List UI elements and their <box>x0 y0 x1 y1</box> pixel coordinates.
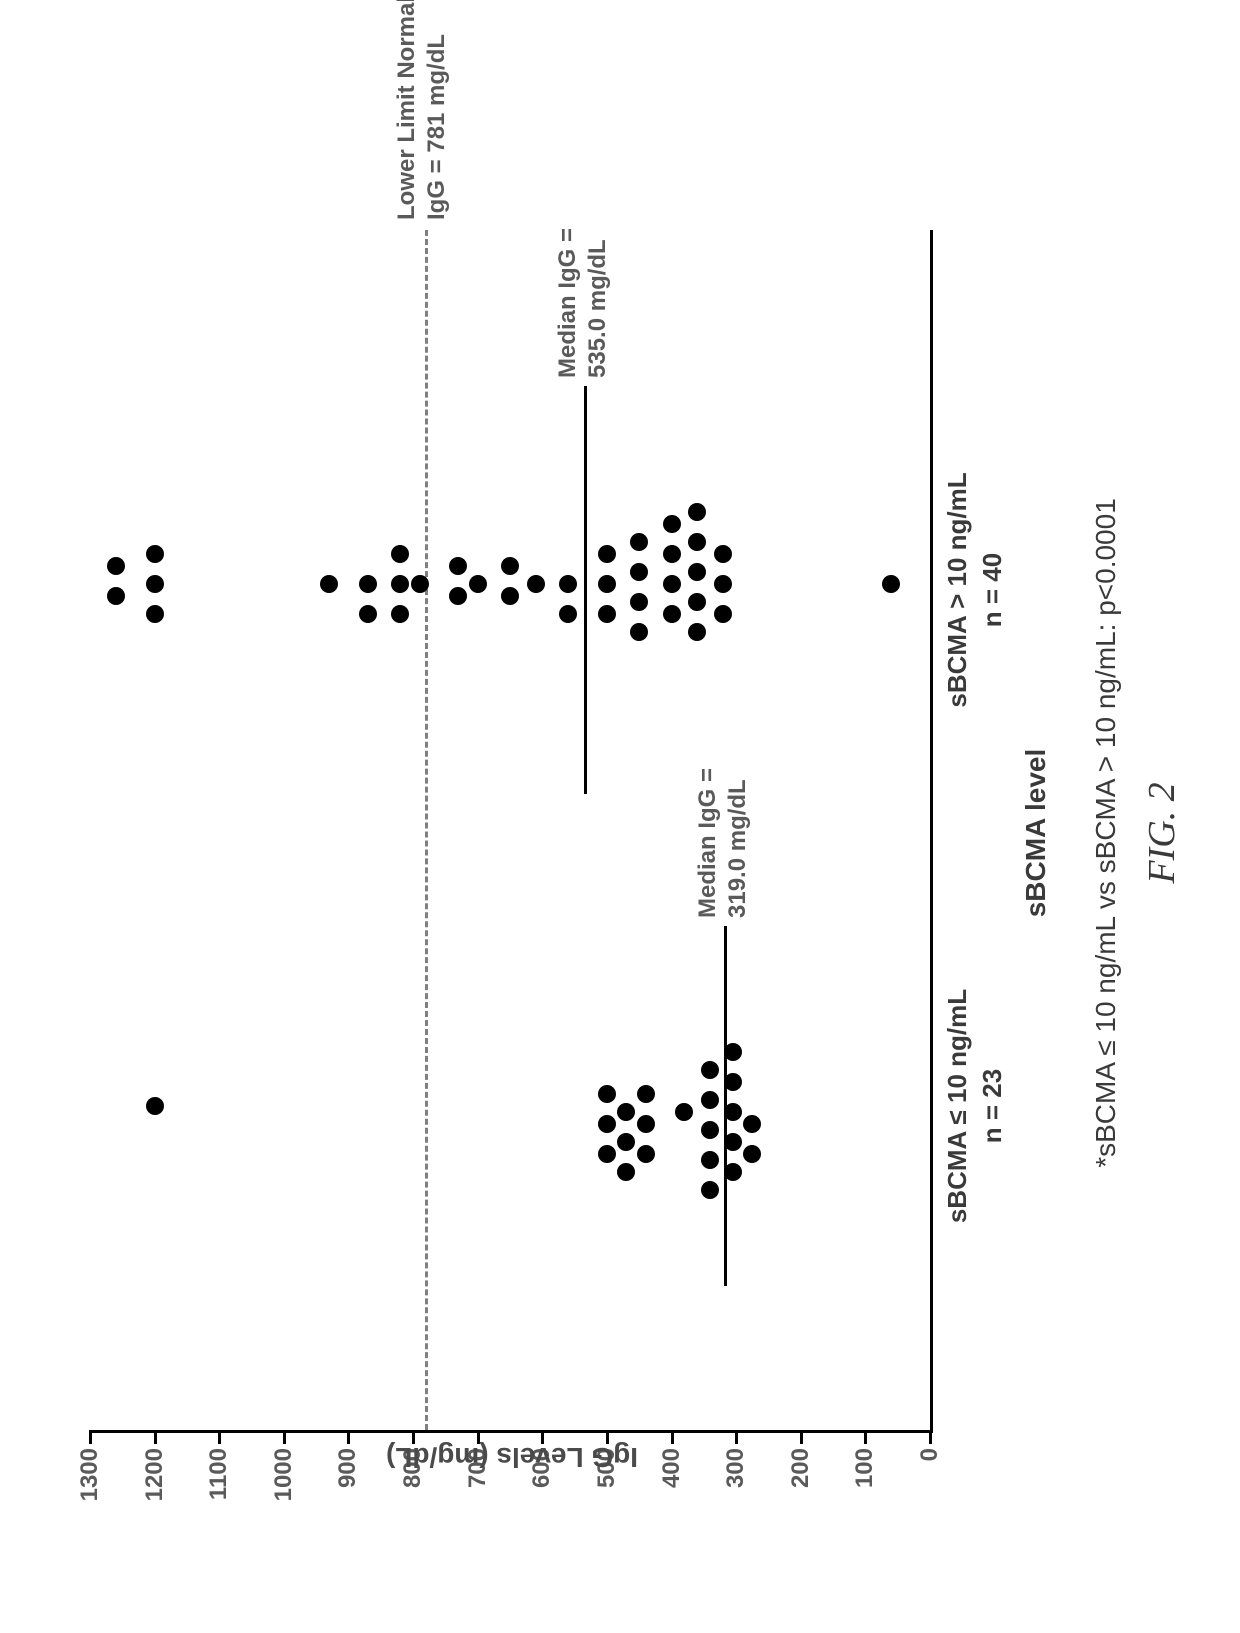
data-point <box>598 1115 616 1133</box>
data-point <box>598 575 616 593</box>
figure-caption: FIG. 2 <box>1140 782 1184 883</box>
data-point <box>701 1181 719 1199</box>
data-point <box>359 605 377 623</box>
data-point <box>598 605 616 623</box>
data-point <box>598 1085 616 1103</box>
data-point <box>882 575 900 593</box>
y-tick-label: 1300 <box>76 1448 104 1501</box>
data-point <box>637 1115 655 1133</box>
data-point <box>598 1145 616 1163</box>
data-point <box>688 623 706 641</box>
data-point <box>630 563 648 581</box>
data-point <box>701 1091 719 1109</box>
data-point <box>146 545 164 563</box>
y-tick <box>735 1430 738 1444</box>
data-point <box>663 545 681 563</box>
data-point <box>724 1043 742 1061</box>
y-tick-label: 0 <box>916 1448 944 1461</box>
y-tick <box>929 1430 932 1444</box>
data-point <box>714 605 732 623</box>
data-point <box>630 623 648 641</box>
data-point <box>743 1145 761 1163</box>
y-tick-label: 900 <box>334 1448 362 1488</box>
data-point <box>617 1103 635 1121</box>
y-tick-label: 100 <box>851 1448 879 1488</box>
x-tick-label: sBCMA > 10 ng/mLn = 40 <box>942 472 1008 707</box>
data-point <box>501 587 519 605</box>
data-point <box>743 1115 761 1133</box>
data-point <box>688 593 706 611</box>
data-point <box>701 1151 719 1169</box>
data-point <box>391 545 409 563</box>
data-point <box>688 533 706 551</box>
data-point <box>637 1085 655 1103</box>
data-point <box>559 575 577 593</box>
figure-stage: 0100200300400500600700800900100011001200… <box>0 0 1240 1633</box>
data-point <box>598 545 616 563</box>
data-point <box>107 557 125 575</box>
data-point <box>724 1103 742 1121</box>
median-bar <box>584 386 587 794</box>
data-point <box>391 605 409 623</box>
data-point <box>688 563 706 581</box>
data-point <box>688 503 706 521</box>
data-point <box>675 1103 693 1121</box>
scatter-chart: 0100200300400500600700800900100011001200… <box>0 0 1240 1633</box>
data-point <box>714 545 732 563</box>
y-tick-label: 200 <box>787 1448 815 1488</box>
data-point <box>449 587 467 605</box>
data-point <box>411 575 429 593</box>
y-tick <box>671 1430 674 1444</box>
data-point <box>146 575 164 593</box>
data-point <box>146 605 164 623</box>
data-point <box>617 1133 635 1151</box>
data-point <box>701 1061 719 1079</box>
data-point <box>724 1163 742 1181</box>
data-point <box>663 515 681 533</box>
data-point <box>469 575 487 593</box>
data-point <box>559 605 577 623</box>
data-point <box>617 1163 635 1181</box>
y-tick <box>864 1430 867 1444</box>
data-point <box>449 557 467 575</box>
median-label: Median IgG =319.0 mg/dL <box>693 768 753 918</box>
stat-footnote: *sBCMA ≤ 10 ng/mL vs sBCMA > 10 ng/mL: p… <box>1090 498 1122 1168</box>
x-axis-label: sBCMA level <box>1020 749 1052 918</box>
data-point <box>359 575 377 593</box>
data-point <box>637 1145 655 1163</box>
y-tick <box>800 1430 803 1444</box>
y-tick-label: 300 <box>722 1448 750 1488</box>
data-point <box>714 575 732 593</box>
x-tick-label: sBCMA ≤ 10 ng/mLn = 23 <box>942 989 1008 1223</box>
rotated-canvas: 0100200300400500600700800900100011001200… <box>0 0 1240 1633</box>
y-tick <box>283 1430 286 1444</box>
data-point <box>663 605 681 623</box>
data-point <box>391 575 409 593</box>
data-point <box>663 575 681 593</box>
data-point <box>527 575 545 593</box>
data-point <box>107 587 125 605</box>
y-tick <box>154 1430 157 1444</box>
data-point <box>320 575 338 593</box>
reference-line <box>425 230 428 1430</box>
data-point <box>701 1121 719 1139</box>
data-point <box>501 557 519 575</box>
median-label: Median IgG =535.0 mg/dL <box>553 228 613 378</box>
y-tick-label: 1200 <box>141 1448 169 1501</box>
data-point <box>724 1073 742 1091</box>
data-point <box>630 533 648 551</box>
data-point <box>146 1097 164 1115</box>
data-point <box>724 1133 742 1151</box>
y-tick <box>218 1430 221 1444</box>
y-tick <box>347 1430 350 1444</box>
data-point <box>630 593 648 611</box>
y-axis-label: IgG Levels (mg/dL) <box>386 1441 638 1473</box>
y-tick-label: 1000 <box>270 1448 298 1501</box>
y-tick-label: 400 <box>658 1448 686 1488</box>
plot-area: 0100200300400500600700800900100011001200… <box>90 230 933 1433</box>
y-tick <box>89 1430 92 1444</box>
reference-line-label: Lower Limit NormalIgG = 781 mg/dL <box>392 0 452 220</box>
y-tick-label: 1100 <box>205 1448 233 1500</box>
